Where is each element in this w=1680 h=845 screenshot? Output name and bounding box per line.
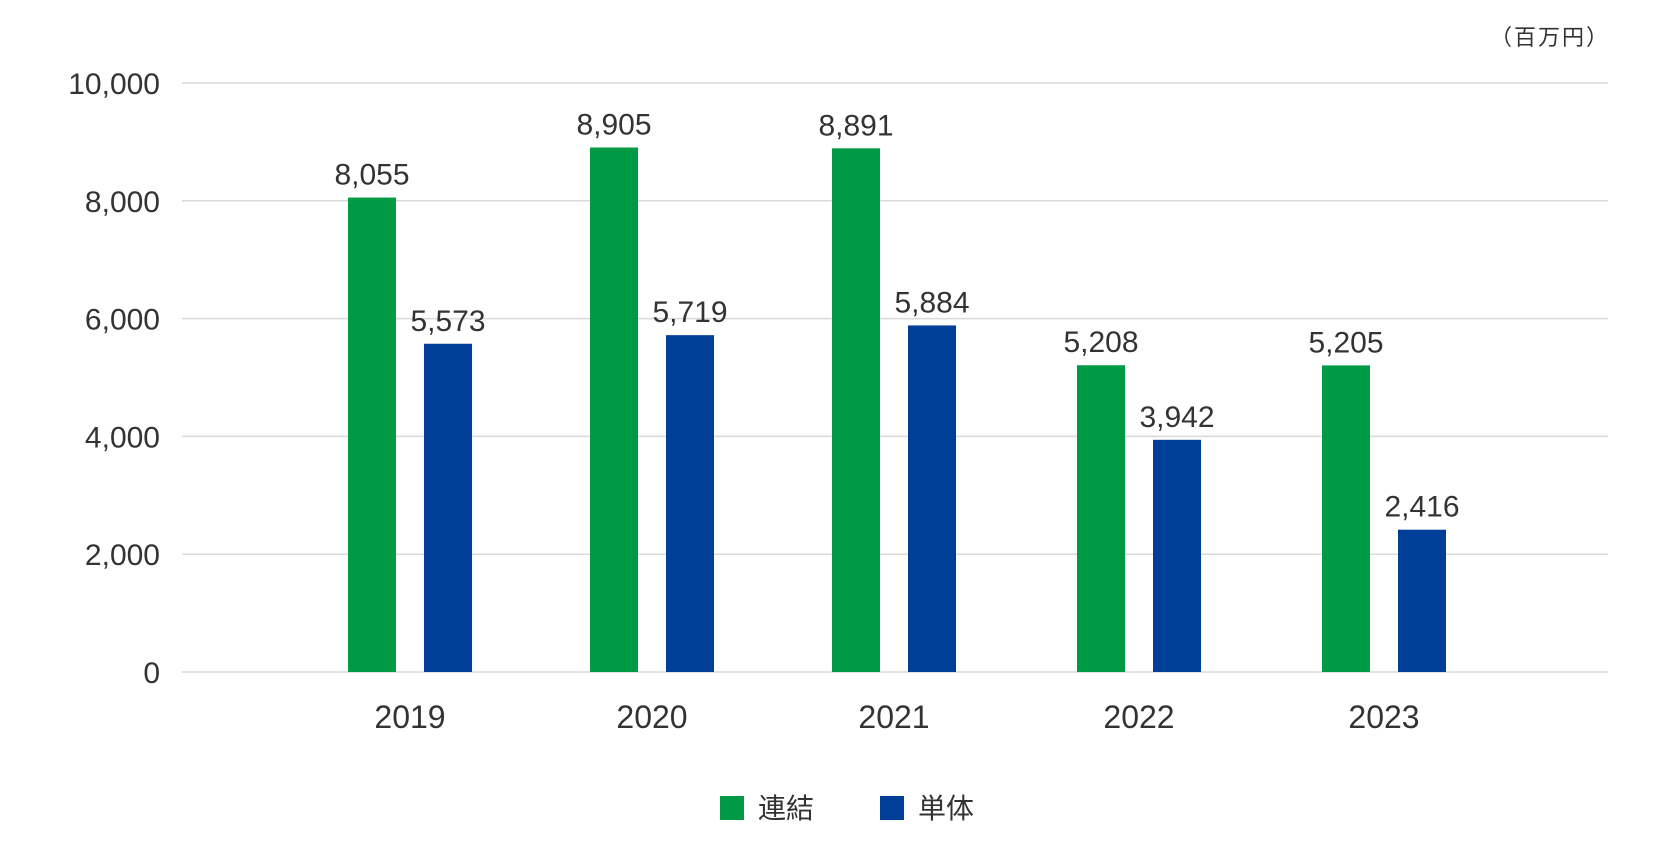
bar-standalone-2021: [908, 325, 956, 672]
x-category-label: 2022: [1103, 699, 1174, 735]
bar-consolidated-2022: [1077, 365, 1125, 672]
grid-lines: [182, 82, 1608, 673]
y-axis-ticks: 0 2,000 4,000 6,000 8,000 10,000: [68, 68, 160, 690]
bar-consolidated-2023: [1322, 365, 1370, 672]
legend-label: 連結: [758, 793, 814, 824]
x-category-label: 2019: [374, 699, 445, 735]
x-axis-categories: 2019 2020 2021 2022 2023: [374, 699, 1419, 735]
bar-standalone-2020: [666, 335, 714, 672]
y-tick-label: 4,000: [85, 421, 160, 454]
value-label: 5,205: [1308, 326, 1383, 359]
value-label: 8,905: [576, 108, 651, 141]
bar-consolidated-2019: [348, 197, 396, 673]
legend: 連結 単体: [720, 793, 974, 824]
y-tick-label: 0: [143, 657, 160, 690]
y-tick-label: 8,000: [85, 186, 160, 219]
value-label: 2,416: [1384, 491, 1459, 524]
value-label: 5,719: [652, 296, 727, 329]
bar-consolidated-2021: [832, 148, 880, 673]
bar-standalone-2019: [424, 343, 472, 672]
legend-swatch: [720, 796, 744, 820]
unit-label: （百万円）: [1490, 25, 1610, 50]
value-label: 3,942: [1139, 401, 1214, 434]
value-label: 5,884: [894, 286, 969, 319]
x-category-label: 2023: [1348, 699, 1419, 735]
x-category-label: 2021: [858, 699, 929, 735]
value-label: 5,208: [1063, 326, 1138, 359]
bar-standalone-2022: [1153, 439, 1201, 672]
y-tick-label: 10,000: [68, 68, 160, 101]
legend-swatch: [880, 796, 904, 820]
value-label: 5,573: [410, 305, 485, 338]
y-tick-label: 6,000: [85, 304, 160, 337]
value-labels: 8,055 8,905 8,891 5,208 5,205 5,573 5,719 5,884…: [334, 108, 1459, 523]
x-category-label: 2020: [616, 699, 687, 735]
value-label: 8,891: [818, 109, 893, 142]
value-label: 8,055: [334, 159, 409, 192]
legend-label: 単体: [918, 793, 974, 824]
bar-standalone-2023: [1398, 529, 1446, 672]
bars: [348, 147, 1446, 673]
bar-consolidated-2020: [590, 147, 638, 673]
y-tick-label: 2,000: [85, 539, 160, 572]
